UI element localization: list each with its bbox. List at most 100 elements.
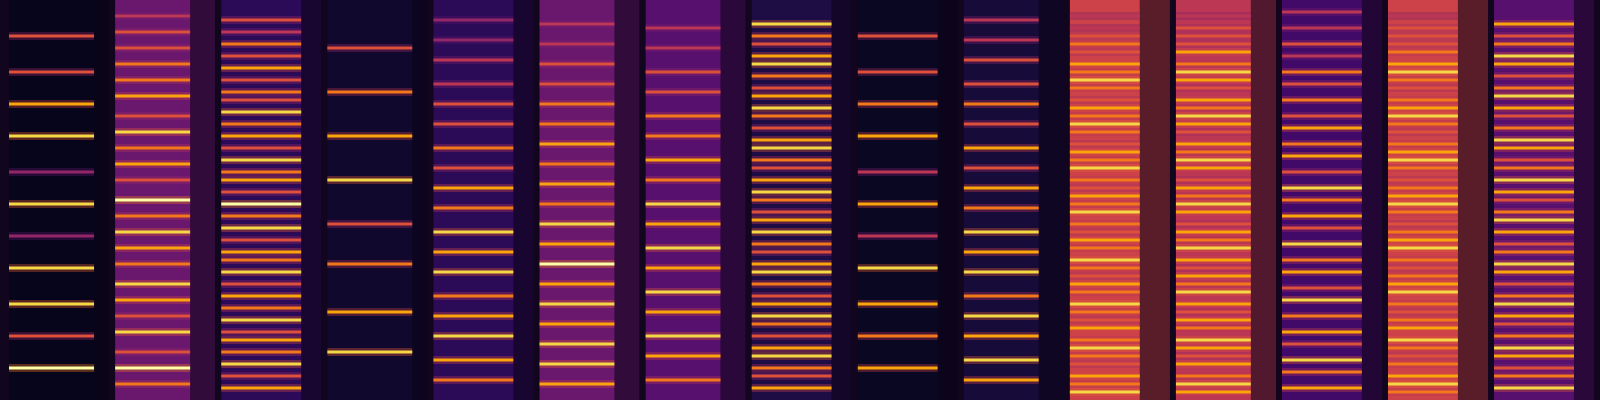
harmonic-glow <box>751 248 831 256</box>
harmonic-line <box>539 263 614 266</box>
harmonic-glow <box>1494 188 1574 196</box>
harmonic-glow <box>1176 40 1251 48</box>
harmonic-glow <box>645 308 720 316</box>
harmonic-glow <box>1388 336 1458 344</box>
harmonic-line <box>115 215 190 218</box>
harmonic-line <box>1176 195 1251 198</box>
harmonic-line <box>1176 339 1251 342</box>
harmonic-line <box>115 163 190 166</box>
harmonic-line <box>858 71 938 74</box>
harmonic-glow <box>1176 324 1251 332</box>
harmonic-glow <box>115 160 190 168</box>
harmonic-glow <box>327 348 412 356</box>
harmonic-line <box>1070 291 1140 294</box>
harmonic-line <box>1176 79 1251 82</box>
harmonic-glow <box>1282 152 1362 160</box>
harmonic-line <box>1282 387 1362 390</box>
harmonic-glow <box>221 348 301 356</box>
harmonic-glow <box>645 332 720 340</box>
harmonic-glow <box>1494 384 1574 392</box>
harmonic-glow <box>433 120 513 128</box>
harmonic-glow <box>9 264 94 272</box>
harmonic-line <box>1494 347 1574 350</box>
harmonic-line <box>221 307 301 310</box>
harmonic-glow <box>751 352 831 360</box>
harmonic-line <box>539 383 614 386</box>
harmonic-glow <box>1282 24 1362 32</box>
harmonic-glow <box>645 200 720 208</box>
harmonic-line <box>221 67 301 70</box>
harmonic-glow <box>1388 372 1458 380</box>
harmonic-glow <box>327 132 412 140</box>
harmonic-line <box>1388 283 1458 286</box>
harmonic-glow <box>1388 148 1458 156</box>
harmonic-glow <box>1282 8 1362 16</box>
noise-floor <box>858 0 958 400</box>
harmonic-line <box>221 375 301 378</box>
harmonic-glow <box>433 16 513 24</box>
harmonic-glow <box>964 292 1039 300</box>
harmonic-line <box>964 295 1039 298</box>
harmonic-glow <box>433 356 513 364</box>
harmonic-glow <box>539 360 614 368</box>
harmonic-line <box>1282 299 1362 302</box>
harmonic-glow <box>751 136 831 144</box>
harmonic-line <box>751 283 831 286</box>
noise-floor <box>964 0 1064 400</box>
harmonic-line <box>1388 179 1458 182</box>
harmonic-line <box>1070 107 1140 110</box>
harmonic-line <box>1388 211 1458 214</box>
harmonic-line <box>1388 43 1458 46</box>
harmonic-glow <box>964 248 1039 256</box>
spectrogram-panel <box>1176 0 1276 400</box>
harmonic-line <box>1388 195 1458 198</box>
harmonic-glow <box>1070 208 1140 216</box>
harmonic-line <box>1494 115 1574 118</box>
harmonic-line <box>964 167 1039 170</box>
harmonic-glow <box>1388 184 1458 192</box>
harmonic-glow <box>433 56 513 64</box>
harmonic-line <box>539 183 614 186</box>
harmonic-line <box>1070 151 1140 154</box>
harmonic-glow <box>1070 372 1140 380</box>
harmonic-line <box>115 367 190 370</box>
harmonic-line <box>221 99 301 102</box>
harmonic-line <box>1070 79 1140 82</box>
harmonic-line <box>751 43 831 46</box>
harmonic-line <box>539 323 614 326</box>
harmonic-glow <box>115 348 190 356</box>
harmonic-line <box>1282 187 1362 190</box>
harmonic-glow <box>433 332 513 340</box>
harmonic-line <box>1494 295 1574 298</box>
harmonic-glow <box>1176 184 1251 192</box>
harmonic-glow <box>1282 168 1362 176</box>
harmonic-line <box>9 235 94 238</box>
harmonic-glow <box>539 60 614 68</box>
harmonic-glow <box>858 132 938 140</box>
harmonic-glow <box>1388 388 1458 396</box>
harmonic-line <box>1176 363 1251 366</box>
harmonic-line <box>221 363 301 366</box>
harmonic-line <box>1070 143 1140 146</box>
harmonic-line <box>1388 355 1458 358</box>
harmonic-glow <box>539 200 614 208</box>
harmonic-glow <box>1070 164 1140 172</box>
harmonic-line <box>1176 123 1251 126</box>
harmonic-line <box>115 131 190 134</box>
harmonic-line <box>1282 11 1362 14</box>
harmonic-glow <box>1176 288 1251 296</box>
harmonic-glow <box>1070 316 1140 324</box>
spectrogram-panel <box>9 0 109 400</box>
harmonic-glow <box>751 84 831 92</box>
harmonic-line <box>751 211 831 214</box>
harmonic-glow <box>751 52 831 60</box>
harmonic-line <box>1388 231 1458 234</box>
harmonic-glow <box>1494 268 1574 276</box>
harmonic-glow <box>1388 272 1458 280</box>
harmonic-glow <box>221 360 301 368</box>
harmonic-line <box>751 87 831 90</box>
harmonic-line <box>964 231 1039 234</box>
harmonic-line <box>1176 275 1251 278</box>
harmonic-glow <box>115 144 190 152</box>
harmonic-glow <box>1494 312 1574 320</box>
